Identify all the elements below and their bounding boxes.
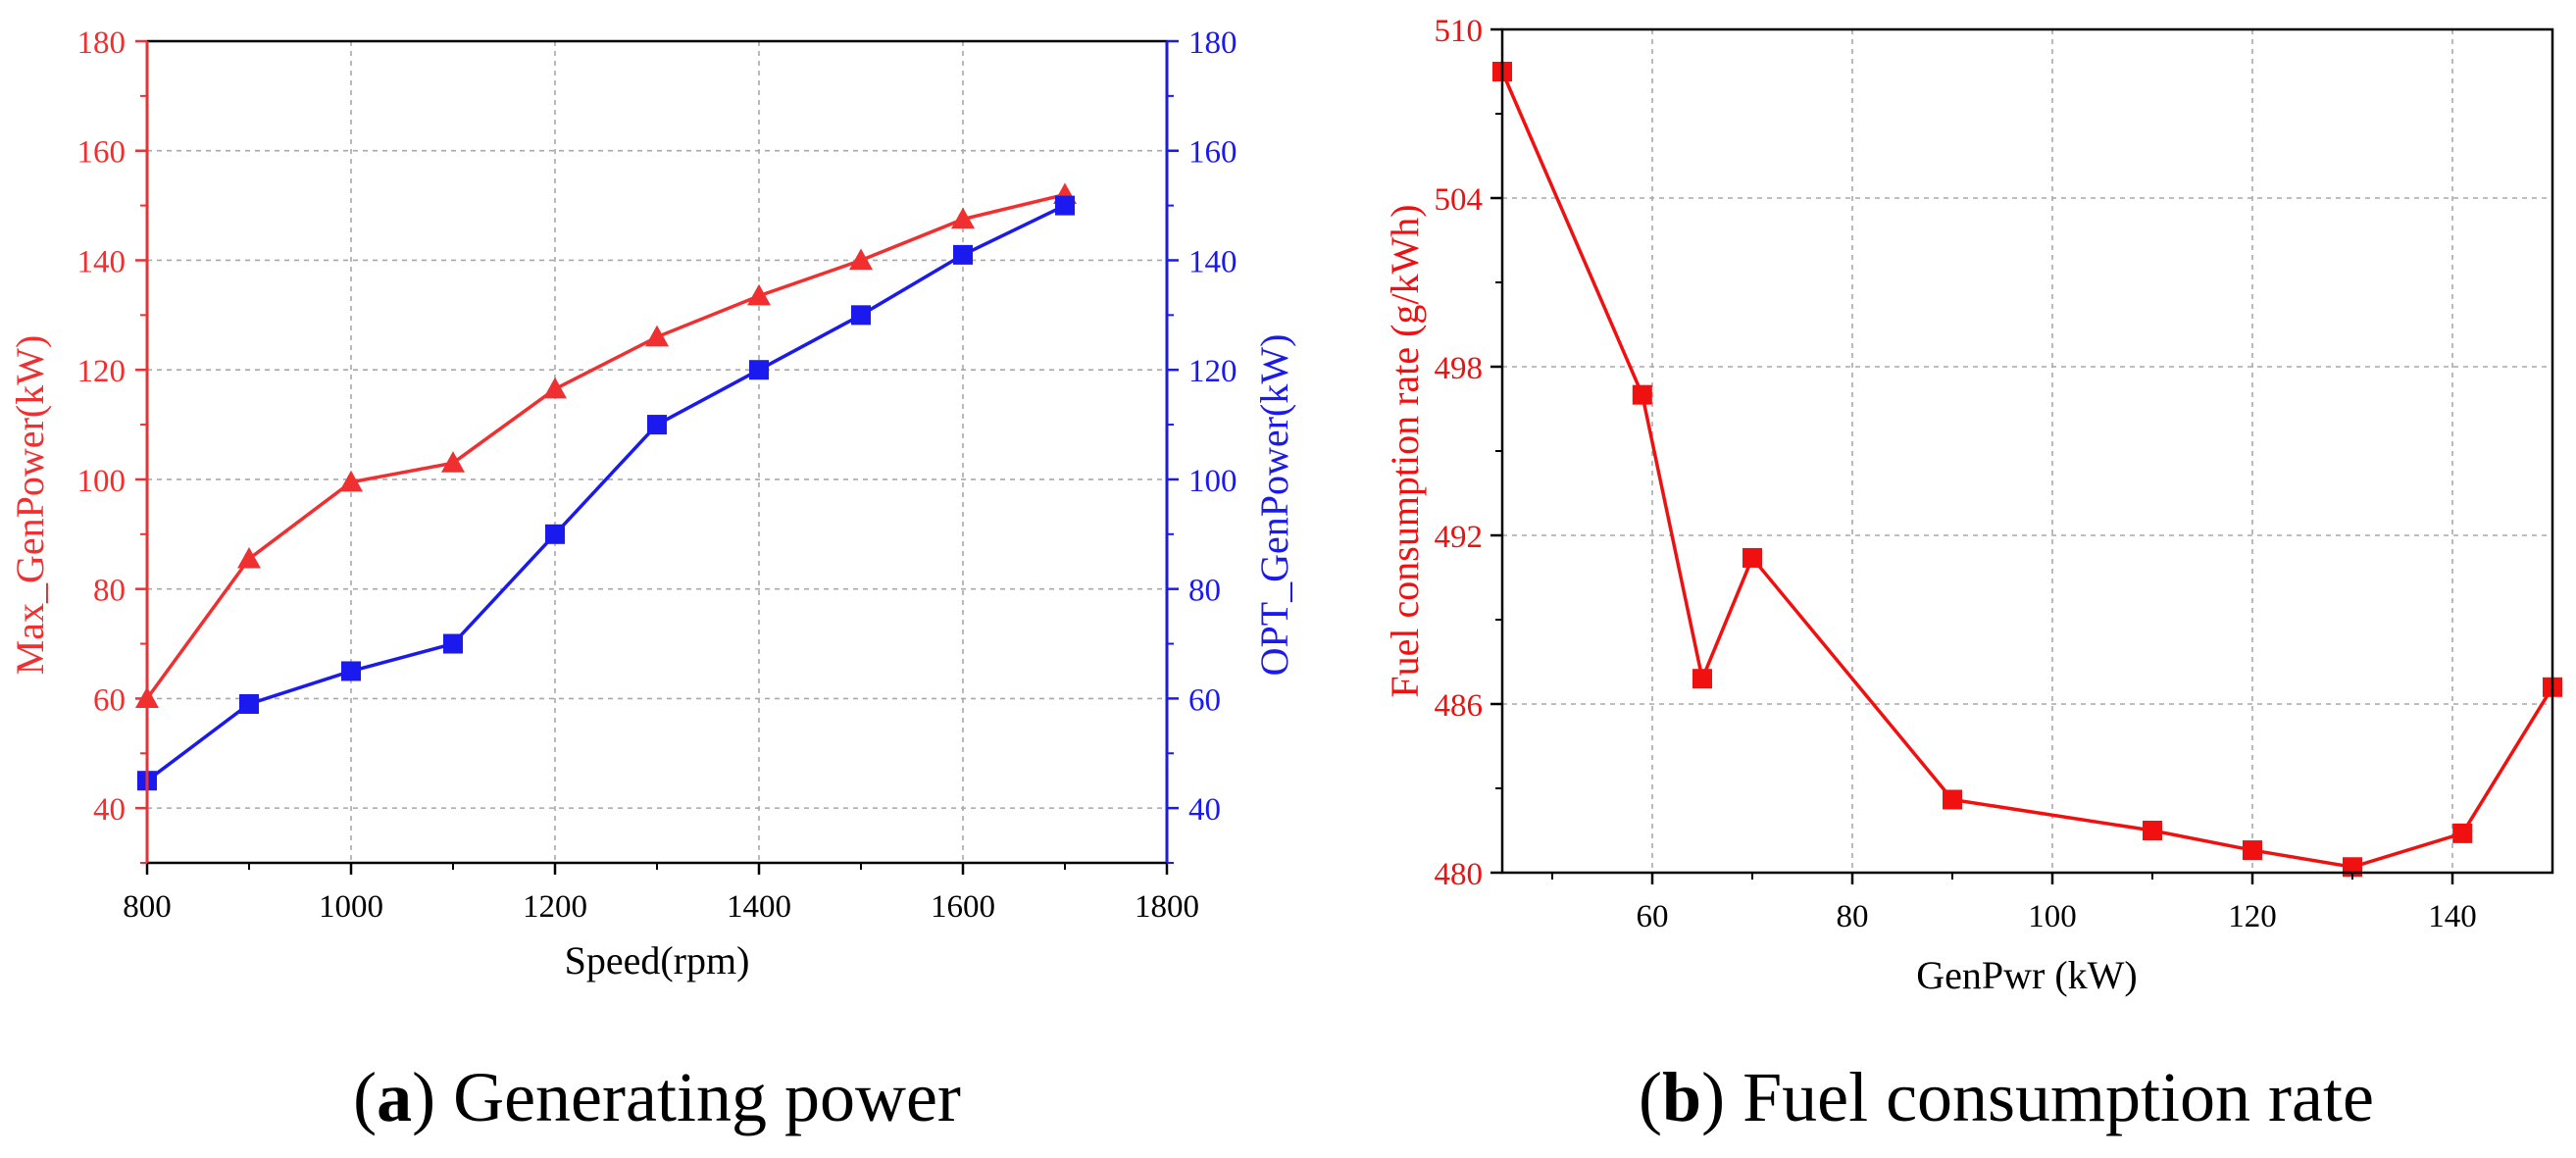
panel-a-right-tick-label: 180 [1188,25,1237,61]
panel-a-x-tick-label: 1000 [319,889,383,925]
panel-a-max-genpower-point [645,325,669,347]
panel-b-fuel-rate-point [2143,821,2162,840]
panel-a-left-tick-label: 160 [77,135,126,171]
panel-b-x-tick-label: 60 [1637,899,1669,934]
panel-a-caption: (a) Generating power [353,1058,961,1136]
panel-b-x-tick-label: 120 [2228,899,2277,934]
panel-a-right-tick-label: 140 [1188,244,1237,279]
panel-b-plot-frame [1500,27,2554,875]
panel-a-right-tick-label: 160 [1188,135,1237,171]
panel-a-x-tick-label: 800 [123,889,172,925]
panel-b-y-tick-label: 492 [1435,520,1484,555]
panel-a-max-genpower-line [145,192,1066,700]
panel-a-opt-genpower-point [851,305,871,326]
panel-b-caption-text: Fuel consumption rate [1743,1058,2374,1136]
panel-a-right-axis-title: OPT_GenPower(kW) [1252,334,1296,677]
panel-a-opt-genpower-point [647,415,667,435]
panel-a-x-tick-label: 1200 [523,889,587,925]
panel-b-grid [1502,29,2552,873]
panel-b-fuel-consumption-rate: 60 80 100 120 140 480 486 492 498 504 510 GenPwr (… [1383,14,2562,1136]
panel-b-axes: 60 80 100 120 140 480 486 492 498 504 510 [1435,14,2554,934]
panel-a-x-tick-label: 1600 [931,889,995,925]
panel-a-caption-label: a [377,1058,412,1136]
panel-a-opt-genpower-point [1055,195,1075,216]
panel-b-fuel-rate-point [1943,789,1962,810]
panel-a-right-tick-label: 60 [1188,682,1221,718]
panel-a-left-tick-label: 80 [93,574,126,609]
panel-b-y-tick-label: 504 [1435,182,1484,218]
panel-b-y-tick-label: 480 [1435,857,1484,892]
panel-a-max-genpower-point [747,283,771,306]
panel-a-left-tick-label: 40 [93,792,126,828]
panel-a-left-axis-title: Max_GenPower(kW) [8,335,52,676]
panel-a-right-tick-label: 80 [1188,574,1221,609]
panel-b-x-axis-title: GenPwr (kW) [1916,953,2138,997]
panel-a-x-tick-label: 1800 [1135,889,1199,925]
panel-a-opt-genpower-point [545,524,565,544]
panel-b-y-tick-label: 498 [1435,351,1484,386]
panel-a-left-tick-label: 60 [93,682,126,718]
panel-a-left-tick-label: 120 [77,354,126,389]
panel-b-caption-label: b [1662,1058,1701,1136]
panel-a-max-genpower-point [237,546,261,569]
panel-a-opt-genpower-point [749,360,769,380]
panel-a-max-genpower-point [543,377,567,399]
panel-b-fuel-rate-line [1500,71,2554,870]
panel-a-max-genpower-point [849,248,873,271]
panel-a-left-tick-label: 100 [77,464,126,499]
panel-a-opt-genpower-point [239,693,259,714]
panel-b-fuel-rate-point [1632,384,1652,405]
panel-a-right-tick-label: 40 [1188,792,1221,828]
panel-a-left-tick-label: 140 [77,244,126,279]
panel-a-max-genpower-point [951,207,975,229]
panel-b-fuel-rate-point [2243,840,2262,861]
panel-b-fuel-rate-point [1743,547,1762,568]
panel-b-x-tick-label: 140 [2428,899,2477,934]
panel-b-x-tick-label: 80 [1837,899,1869,934]
panel-a-max-genpower-point [441,451,465,473]
panel-a-opt-genpower-point [953,244,973,265]
panel-b-y-tick-label: 510 [1435,14,1484,49]
panel-a-opt-genpower-line [145,204,1066,782]
panel-a-generating-power: 800 1000 1200 1400 1600 1800 40 60 80 100 120 140 16… [8,25,1296,1136]
panel-a-opt-genpower-point [341,661,361,681]
panel-a-grid [147,41,1167,863]
panel-a-right-tick-label: 120 [1188,354,1237,389]
panel-a-right-tick-label: 100 [1188,464,1237,499]
panel-b-caption: (b) Fuel consumption rate [1639,1058,2374,1136]
panel-b-fuel-rate-point [1692,669,1712,689]
panel-a-left-tick-label: 180 [77,25,126,61]
panel-b-y-tick-label: 486 [1435,688,1484,724]
panel-b-series [1492,62,2562,878]
panel-a-series [135,182,1077,791]
panel-a-x-axis-title: Speed(rpm) [565,938,750,982]
panel-a-opt-genpower-point [443,633,463,654]
panel-a-axes: 800 1000 1200 1400 1600 1800 40 60 80 100 120 140 16… [77,25,1237,925]
panel-b-fuel-rate-point [2452,823,2473,843]
panel-a-x-tick-label: 1400 [727,889,791,925]
panel-b-y-axis-title: Fuel consumption rate (g/kWh) [1383,204,1427,697]
panel-b-x-tick-label: 100 [2028,899,2077,934]
panel-a-max-genpower-point [339,470,363,492]
panel-a-caption-text: Generating power [453,1058,961,1136]
